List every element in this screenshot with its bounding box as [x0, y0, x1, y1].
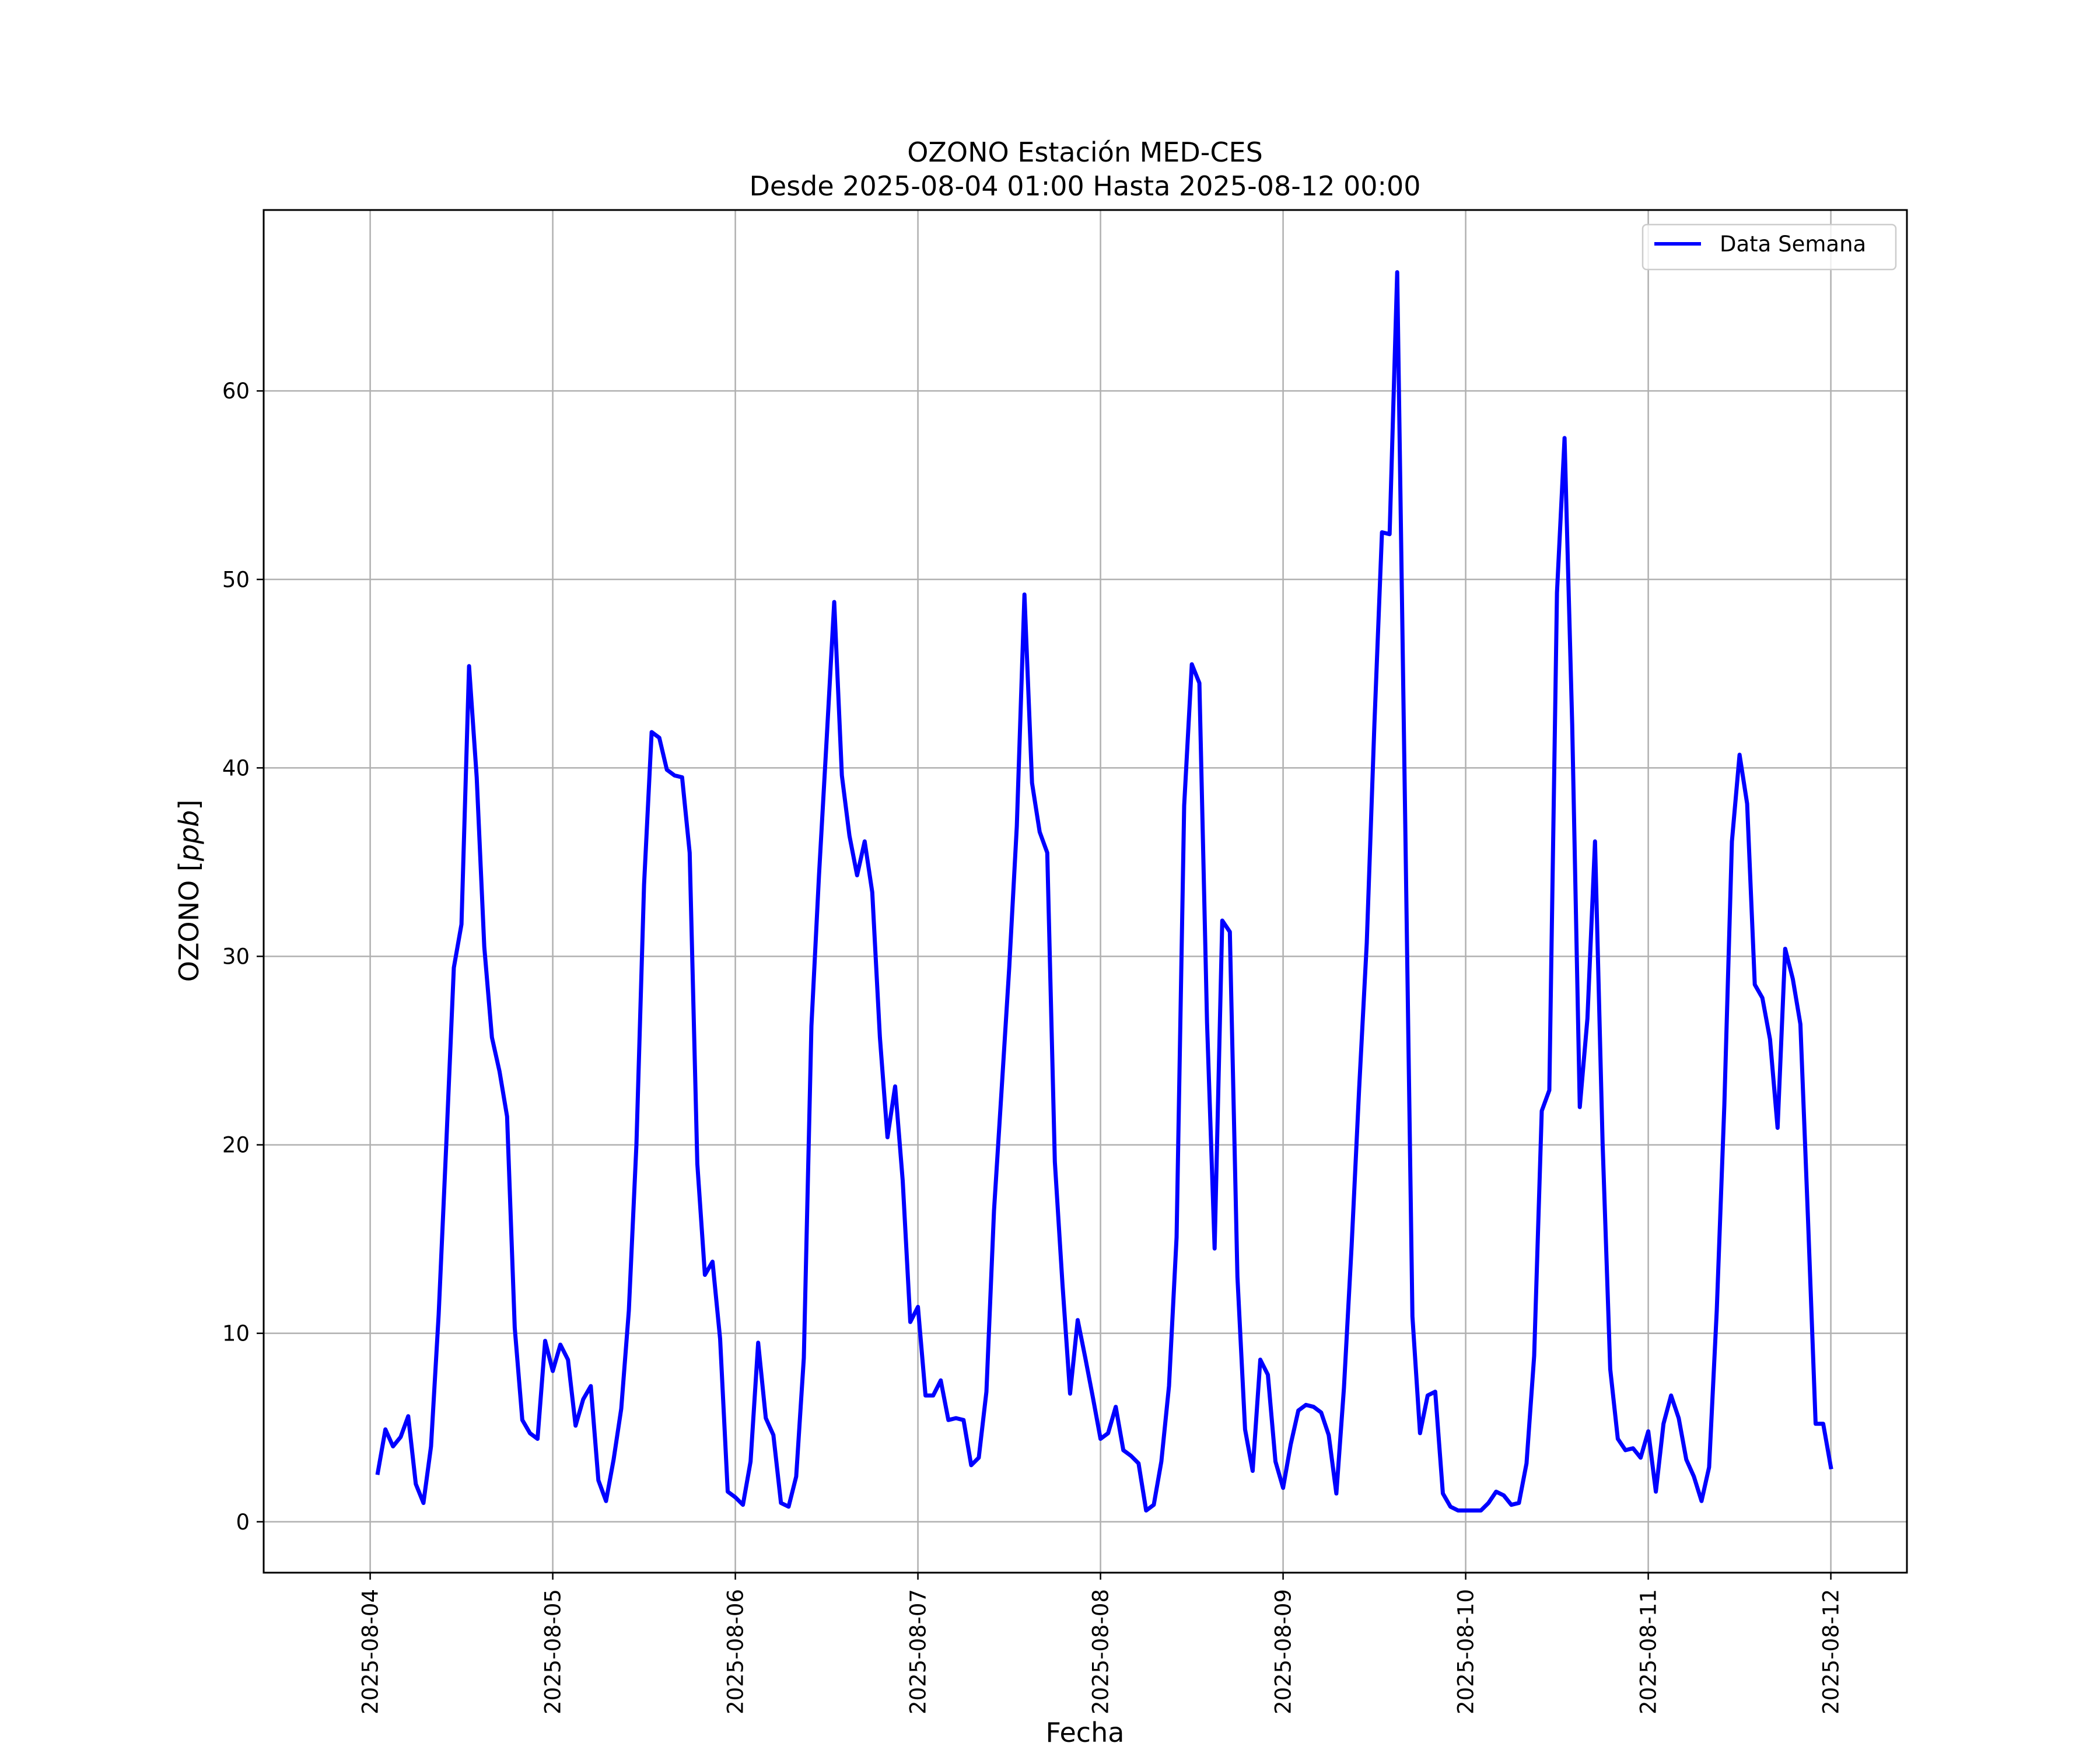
legend: Data Semana: [1642, 223, 1897, 271]
x-axis-ticks: 2025-08-04 2025-08-05 2025-08-06 2025-08-07…: [358, 1573, 1844, 1714]
chart-subtitle: Desde 2025-08-04 01:00 Hasta 2025-08-12 …: [749, 170, 1420, 202]
legend-box: [1642, 223, 1897, 271]
x-tick-label: 2025-08-09: [1271, 1589, 1296, 1714]
y-tick-label: 20: [222, 1133, 250, 1158]
x-tick-label: 2025-08-11: [1636, 1589, 1661, 1714]
y-tick-label: 60: [222, 379, 250, 404]
x-tick-label: 2025-08-07: [906, 1589, 931, 1714]
y-tick-label: 10: [222, 1321, 250, 1346]
y-axis-ticks: 0 10 20 30 40 50 60: [222, 379, 264, 1535]
plot-frame: [262, 209, 1908, 1574]
series-line-data-semana: [375, 270, 1833, 1513]
grid-lines: [264, 210, 1907, 1573]
y-tick-label: 30: [222, 944, 250, 969]
series-points-data-semana: [377, 272, 1831, 1511]
x-tick-label: 2025-08-08: [1088, 1589, 1114, 1714]
x-axis-label: Fecha: [1046, 1717, 1125, 1748]
legend-label-data-semana: Data Semana: [1720, 232, 1866, 257]
data-lines: [375, 270, 1833, 1513]
x-tick-label: 2025-08-04: [358, 1589, 383, 1714]
x-tick-label: 2025-08-05: [541, 1589, 566, 1714]
y-tick-label: 40: [222, 755, 250, 780]
chart-title: OZONO Estación MED-CES: [907, 136, 1263, 168]
y-axis-label: OZONO [ppb]: [173, 800, 205, 982]
x-tick-label: 2025-08-12: [1819, 1589, 1844, 1714]
x-tick-label: 2025-08-06: [723, 1589, 748, 1714]
y-tick-label: 0: [236, 1510, 250, 1535]
x-tick-label: 2025-08-10: [1454, 1589, 1479, 1714]
y-tick-label: 50: [222, 567, 250, 592]
